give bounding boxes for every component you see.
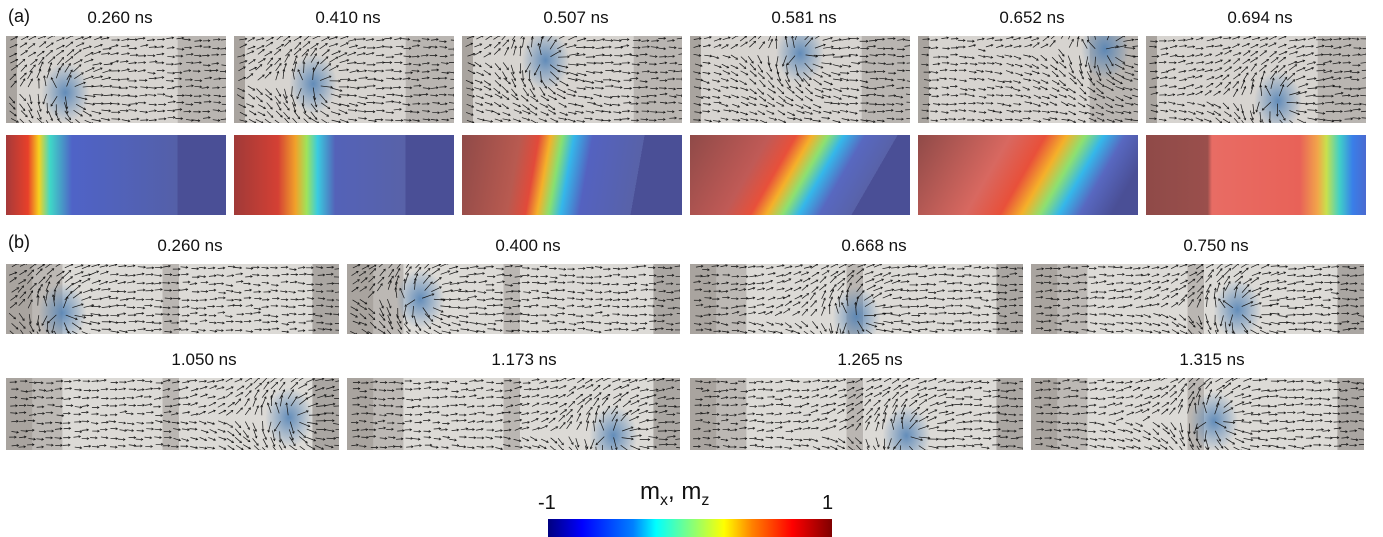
vector-field-rowB1-vector-panel-4: [1031, 264, 1364, 334]
rowB2-time-1: 1.050 ns: [171, 350, 237, 369]
rowA-time-2: 0.410 ns: [315, 8, 381, 27]
vector-field-rowB2-vector-panel-2: [347, 378, 680, 450]
rowB2-time-4: 1.315 ns: [1179, 350, 1245, 369]
rowB2-vector-panel-2: [347, 378, 680, 450]
vector-field-rowA-vector-panel-6: [1146, 36, 1366, 123]
colorbar-title: mx, mz: [640, 478, 710, 509]
rowA-time-1: 0.260 ns: [87, 8, 153, 27]
vector-field-rowA-vector-panel-1: [6, 36, 226, 123]
vector-field-rowB1-vector-panel-3: [690, 264, 1023, 334]
rowA-vector-panel-4: [690, 36, 910, 123]
rowA-time-5: 0.652 ns: [999, 8, 1065, 27]
rowA-color-panel-1: [6, 135, 226, 215]
rowB2-time-2: 1.173 ns: [491, 350, 557, 369]
rowA-color-panel-2: [234, 135, 454, 215]
rowA-time-3: 0.507 ns: [543, 8, 609, 27]
rowB1-vector-panel-1: [6, 264, 339, 334]
rowA-color-panel-5: [918, 135, 1138, 215]
rowB2-vector-panel-3: [690, 378, 1023, 450]
rowA-vector-panel-3: [462, 36, 682, 123]
vector-field-rowA-vector-panel-4: [690, 36, 910, 123]
panel-a-label: (a): [8, 6, 30, 26]
rowB1-time-3: 0.668 ns: [841, 236, 907, 255]
rowB1-time-4: 0.750 ns: [1183, 236, 1249, 255]
rowB1-time-2: 0.400 ns: [495, 236, 561, 255]
rowB1-vector-panel-2: [347, 264, 680, 334]
vector-field-rowB1-vector-panel-2: [347, 264, 680, 334]
vector-field-rowA-vector-panel-5: [918, 36, 1138, 123]
vector-field-rowA-vector-panel-3: [462, 36, 682, 123]
rowA-time-6: 0.694 ns: [1227, 8, 1293, 27]
rowB2-vector-panel-4: [1031, 378, 1364, 450]
rowA-vector-panel-2: [234, 36, 454, 123]
rowA-time-4: 0.581 ns: [771, 8, 837, 27]
rowA-color-panel-6: [1146, 135, 1366, 215]
vector-field-rowB2-vector-panel-3: [690, 378, 1023, 450]
rowB2-vector-panel-1: [6, 378, 339, 450]
colorbar-max-label: 1: [822, 492, 834, 514]
vector-field-rowB2-vector-panel-4: [1031, 378, 1364, 450]
rowA-color-panel-4: [690, 135, 910, 215]
panel-b-label: (b): [8, 232, 30, 252]
rowA-color-panel-3: [462, 135, 682, 215]
rowA-vector-panel-1: [6, 36, 226, 123]
rowB1-time-1: 0.260 ns: [157, 236, 223, 255]
rowB2-time-3: 1.265 ns: [837, 350, 903, 369]
vector-field-rowB2-vector-panel-1: [6, 378, 339, 450]
rowA-vector-panel-6: [1146, 36, 1366, 123]
colorbar-gradient: [548, 519, 832, 537]
rowB1-vector-panel-3: [690, 264, 1023, 334]
rowA-vector-panel-5: [918, 36, 1138, 123]
rowB1-vector-panel-4: [1031, 264, 1364, 334]
vector-field-rowB1-vector-panel-1: [6, 264, 339, 334]
vector-field-rowA-vector-panel-2: [234, 36, 454, 123]
colorbar-min-label: -1: [538, 492, 556, 514]
